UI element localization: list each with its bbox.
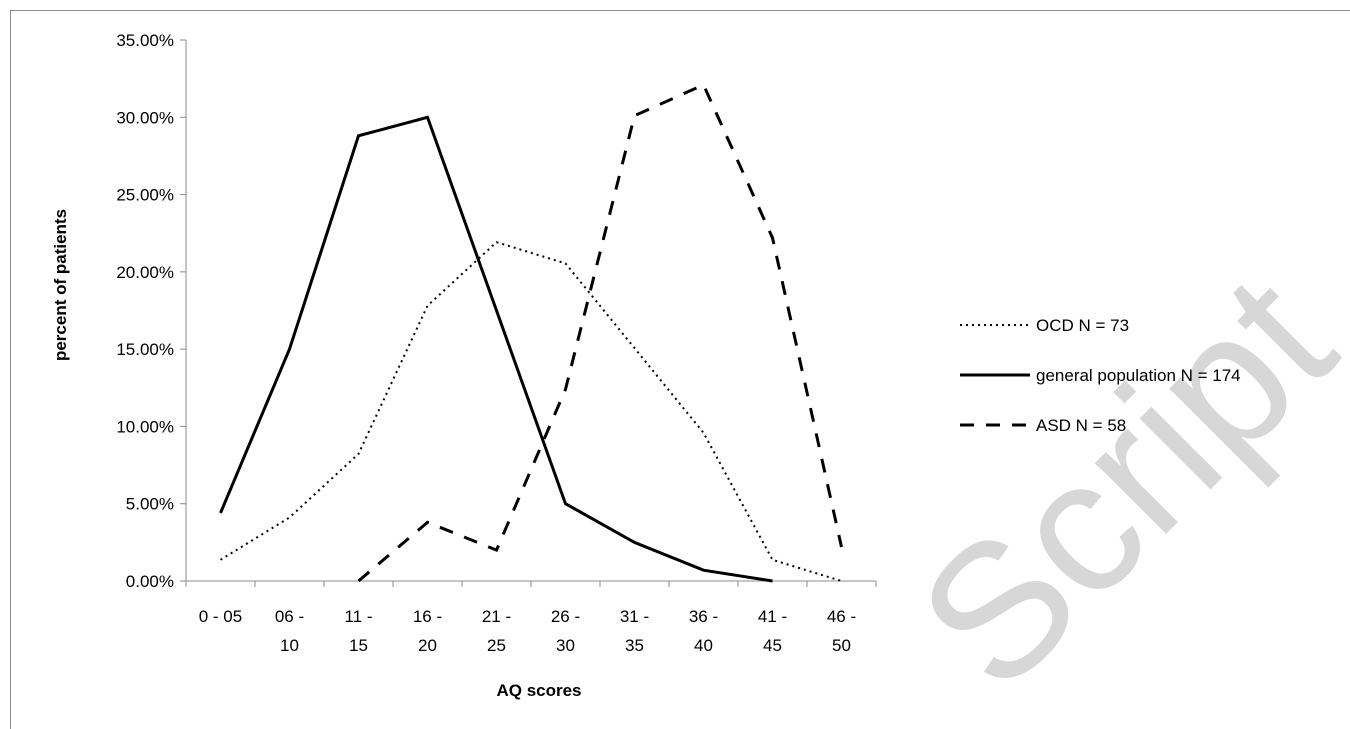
y-axis-title: percent of patients — [51, 209, 70, 361]
y-tick-label: 0.00% — [126, 572, 174, 591]
chart-axes: 0.00% 5.00% 10.00% 15.00% 20.00% 25.00% 30.00%… — [116, 31, 877, 655]
x-tick-label: 11 -15 — [344, 607, 372, 655]
x-tick-label: 26 -30 — [551, 607, 580, 655]
legend-label-3: ASD N = 58 — [1036, 416, 1126, 435]
y-tick-label: 10.00% — [116, 417, 174, 436]
series-line-3 — [357, 82, 843, 583]
series-line-2 — [219, 115, 773, 583]
series-line-1 — [219, 241, 842, 582]
x-tick-label: 06 -10 — [275, 607, 304, 655]
chart-legend: OCD N = 73 general population N = 174 ASD … — [960, 316, 1241, 435]
legend-label-2: general population N = 174 — [1036, 366, 1241, 385]
y-tick-label: 35.00% — [116, 31, 174, 50]
chart-series — [219, 82, 843, 583]
watermark-text: Script — [879, 236, 1350, 729]
y-tick-label: 20.00% — [116, 263, 174, 282]
legend-label-1: OCD N = 73 — [1036, 316, 1129, 335]
x-tick-label: 16 -20 — [413, 607, 442, 655]
y-tick-label: 5.00% — [126, 495, 174, 514]
y-tick-label: 15.00% — [116, 340, 174, 359]
y-tick-label: 25.00% — [116, 186, 174, 205]
x-axis-title: AQ scores — [496, 681, 581, 700]
x-tick-label: 0 - 05 — [199, 607, 242, 626]
x-tick-label: 31 -35 — [620, 607, 649, 655]
x-tick-label: 36 -40 — [689, 607, 718, 655]
chart-frame-left — [10, 10, 11, 729]
chart-frame-top — [10, 10, 1350, 11]
x-tick-label: 46 -50 — [827, 607, 856, 655]
y-tick-label: 30.00% — [116, 108, 174, 127]
x-tick-label: 21 -25 — [482, 607, 511, 655]
x-tick-label: 41 -45 — [758, 607, 787, 655]
